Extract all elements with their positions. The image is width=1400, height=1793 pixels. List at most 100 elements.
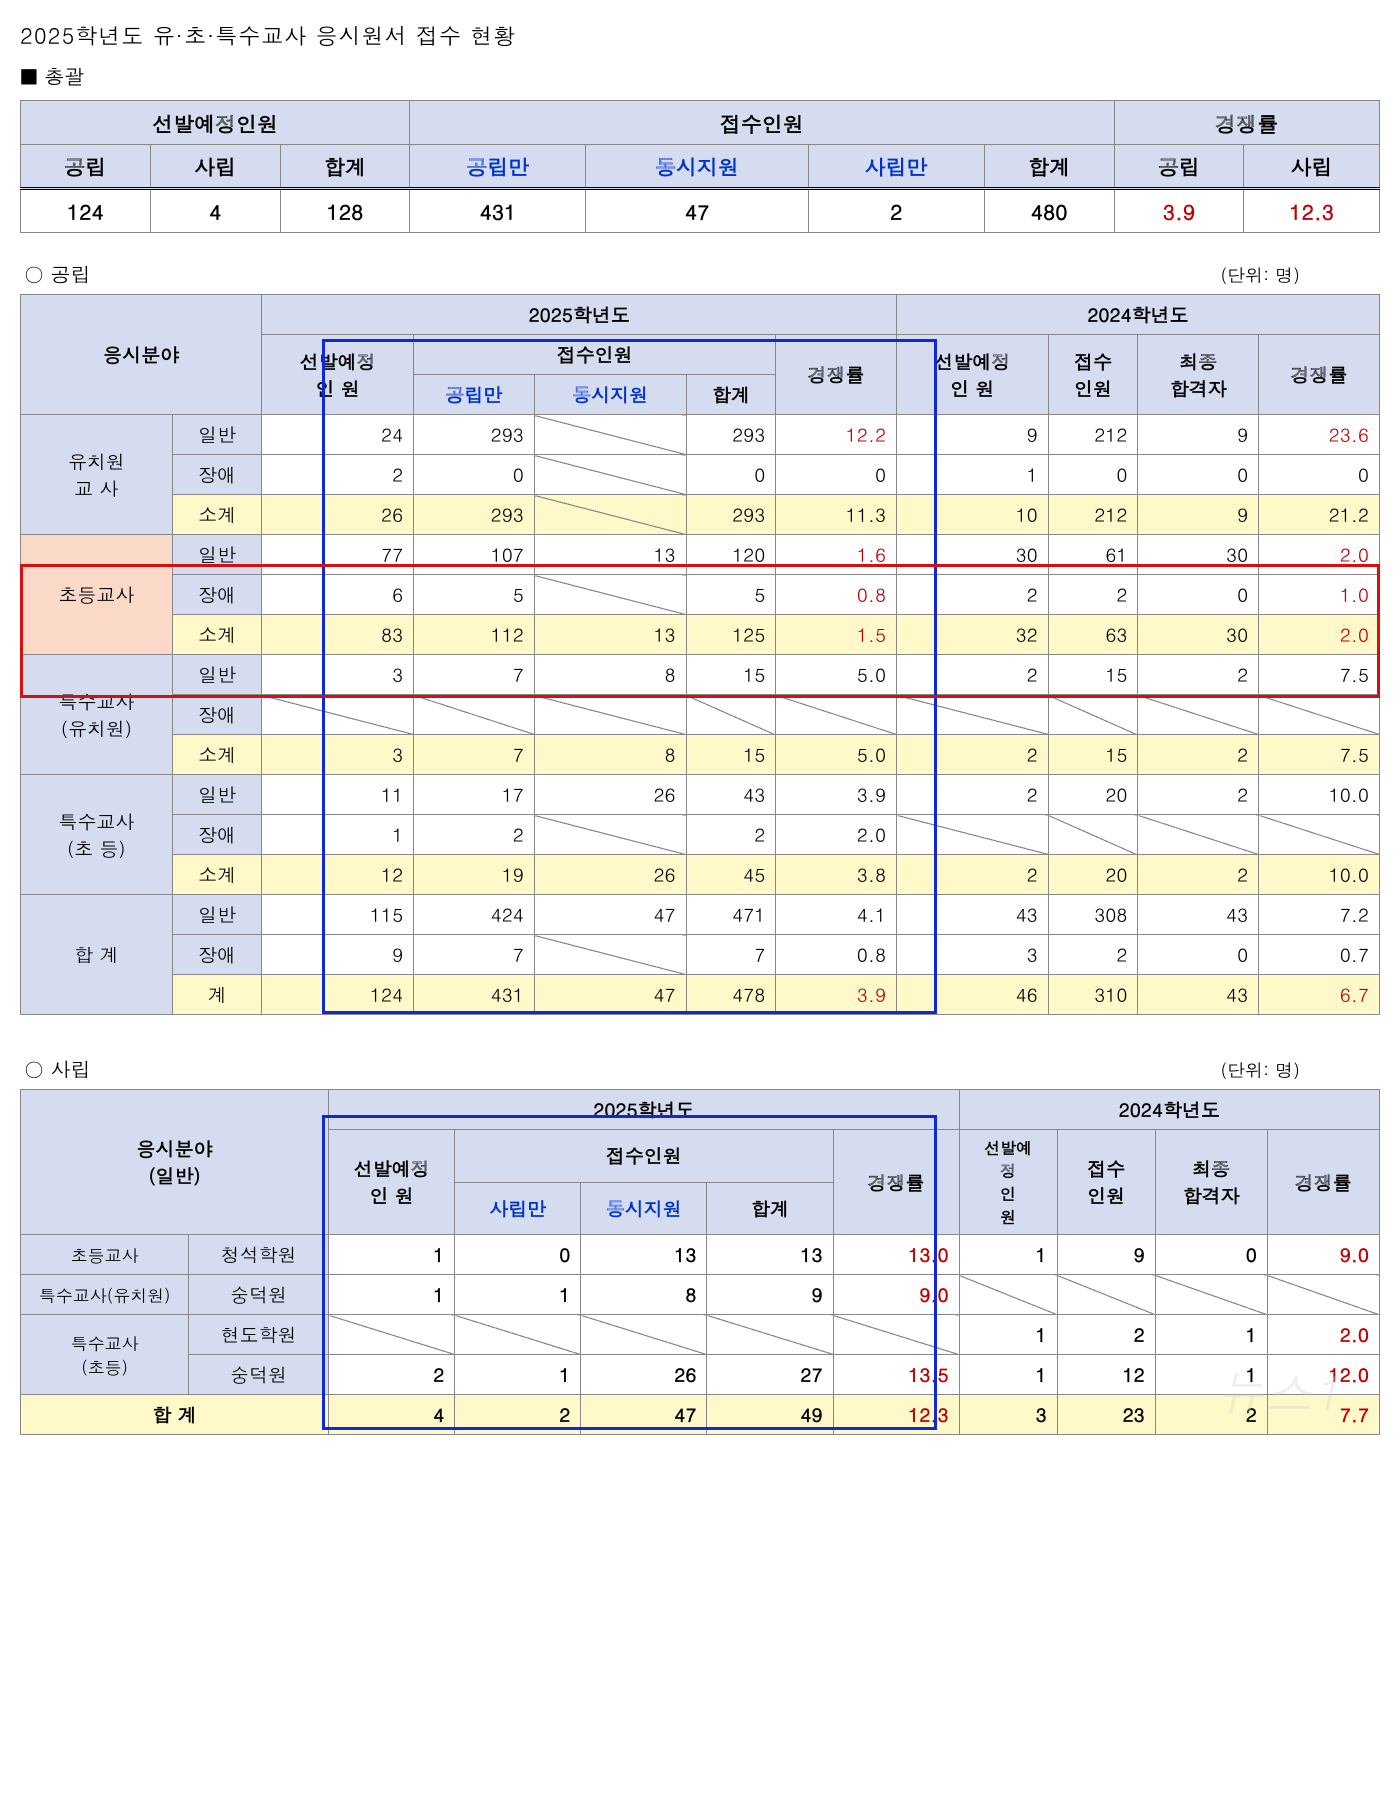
- cell-p_ratio: 0: [1259, 455, 1380, 495]
- priv-hdr-p24-ratio: 경쟁률: [1267, 1130, 1379, 1235]
- cell-plan: 12: [262, 855, 414, 895]
- section-public-label: ○ 공립: [24, 259, 91, 288]
- priv-cell-priv: 1: [455, 1355, 581, 1395]
- hdr-pub-only: 공립만: [410, 145, 586, 189]
- section-private-label: ○ 사립: [24, 1054, 91, 1083]
- pub-hdr-p24-pass: 최종 합격자: [1138, 335, 1259, 415]
- cell-tot: 5: [686, 575, 776, 615]
- hdr-priv-only: 사립만: [808, 145, 984, 189]
- hdr-public: 공립: [21, 145, 151, 189]
- hdr-recv-total: 합계: [984, 145, 1114, 189]
- cell-p_recv: 15: [1048, 735, 1138, 775]
- priv-total-both: 47: [581, 1395, 707, 1435]
- recv-pub-only: 431: [410, 189, 586, 233]
- cell-plan: 6: [262, 575, 414, 615]
- cell-tot: 293: [686, 415, 776, 455]
- cell-plan: [262, 695, 414, 735]
- cell-p_pass: 30: [1138, 615, 1259, 655]
- cell-plan: 115: [262, 895, 414, 935]
- cell-ratio: 3.9: [776, 975, 897, 1015]
- priv-cell-p_ratio: [1267, 1275, 1379, 1315]
- cell-p_plan: 9: [897, 415, 1049, 455]
- cell-pub: 112: [414, 615, 535, 655]
- cell-tot: 125: [686, 615, 776, 655]
- priv-total-plan: 4: [329, 1395, 455, 1435]
- cell-ratio: 5.0: [776, 655, 897, 695]
- pub-hdr-recv-pub: 공립만: [414, 375, 535, 415]
- cell-pub: 17: [414, 775, 535, 815]
- cell-p_pass: 2: [1138, 735, 1259, 775]
- cell-pub: 431: [414, 975, 535, 1015]
- cell-p_recv: 212: [1048, 495, 1138, 535]
- cell-ratio: 3.8: [776, 855, 897, 895]
- priv-cell-p_recv: 9: [1057, 1235, 1155, 1275]
- pub-hdr-p24-recv: 접수 인원: [1048, 335, 1138, 415]
- row-sublabel: 일반: [172, 655, 262, 695]
- cell-p_pass: 0: [1138, 575, 1259, 615]
- priv-cat: 특수교사 (초등): [21, 1315, 189, 1395]
- cell-p_ratio: 6.7: [1259, 975, 1380, 1015]
- cell-pub: 2: [414, 815, 535, 855]
- cell-p_recv: 20: [1048, 775, 1138, 815]
- priv-hdr-2025: 2025학년도: [329, 1090, 959, 1130]
- priv-cell-ratio: 13.0: [833, 1235, 959, 1275]
- ratio-public: 3.9: [1114, 189, 1244, 233]
- row-sublabel: 일반: [172, 415, 262, 455]
- priv-cell-ratio: [833, 1315, 959, 1355]
- cell-p_recv: 2: [1048, 935, 1138, 975]
- priv-total-ratio: 12.3: [833, 1395, 959, 1435]
- cell-p_ratio: 7.5: [1259, 655, 1380, 695]
- priv-cell-p_ratio: 12.0: [1267, 1355, 1379, 1395]
- cell-p_ratio: 23.6: [1259, 415, 1380, 455]
- row-sublabel: 일반: [172, 535, 262, 575]
- cell-p_ratio: 7.2: [1259, 895, 1380, 935]
- cell-p_plan: 32: [897, 615, 1049, 655]
- cell-p_recv: 63: [1048, 615, 1138, 655]
- pub-hdr-plan: 선발예정 인 원: [262, 335, 414, 415]
- cell-tot: 478: [686, 975, 776, 1015]
- priv-cell-tot: 13: [707, 1235, 833, 1275]
- priv-cat: 초등교사: [21, 1235, 189, 1275]
- cell-p_pass: 2: [1138, 775, 1259, 815]
- row-sublabel: 일반: [172, 895, 262, 935]
- cell-p_plan: 46: [897, 975, 1049, 1015]
- cell-both: 13: [534, 615, 686, 655]
- priv-cell-tot: [707, 1315, 833, 1355]
- priv-school: 청석학원: [189, 1235, 329, 1275]
- summary-table: 선발예정인원 접수인원 경쟁률 공립 사립 합계 공립만 동시지원 사립만 합계…: [20, 100, 1380, 233]
- priv-cell-p_ratio: 9.0: [1267, 1235, 1379, 1275]
- row-sublabel: 장애: [172, 935, 262, 975]
- cell-both: [534, 935, 686, 975]
- cell-tot: 15: [686, 655, 776, 695]
- cell-p_plan: [897, 695, 1049, 735]
- priv-hdr-p24-plan: 선발예 정 인 원: [959, 1130, 1057, 1235]
- cell-pub: 293: [414, 495, 535, 535]
- cell-p_pass: [1138, 695, 1259, 735]
- cell-p_pass: 0: [1138, 455, 1259, 495]
- hdr-total: 합계: [280, 145, 410, 189]
- cell-p_recv: 61: [1048, 535, 1138, 575]
- recv-priv-only: 2: [808, 189, 984, 233]
- priv-hdr-p24-recv: 접수 인원: [1057, 1130, 1155, 1235]
- cell-tot: [686, 695, 776, 735]
- priv-cell-priv: [455, 1315, 581, 1355]
- group-label: 초등교사: [21, 535, 173, 655]
- cell-pub: 5: [414, 575, 535, 615]
- cell-both: 8: [534, 655, 686, 695]
- cell-pub: [414, 695, 535, 735]
- cell-p_pass: 43: [1138, 895, 1259, 935]
- cell-p_pass: 9: [1138, 415, 1259, 455]
- cell-p_ratio: 7.5: [1259, 735, 1380, 775]
- pub-hdr-ratio: 경쟁률: [776, 335, 897, 415]
- cell-both: 8: [534, 735, 686, 775]
- hdr-plan: 선발예정인원: [21, 101, 410, 145]
- row-sublabel: 장애: [172, 575, 262, 615]
- cell-tot: 15: [686, 735, 776, 775]
- plan-private: 4: [150, 189, 280, 233]
- cell-p_ratio: [1259, 815, 1380, 855]
- cell-p_plan: 43: [897, 895, 1049, 935]
- pub-hdr-2024: 2024학년도: [897, 295, 1380, 335]
- row-sublabel: 장애: [172, 455, 262, 495]
- priv-cell-p_recv: 2: [1057, 1315, 1155, 1355]
- cell-pub: 19: [414, 855, 535, 895]
